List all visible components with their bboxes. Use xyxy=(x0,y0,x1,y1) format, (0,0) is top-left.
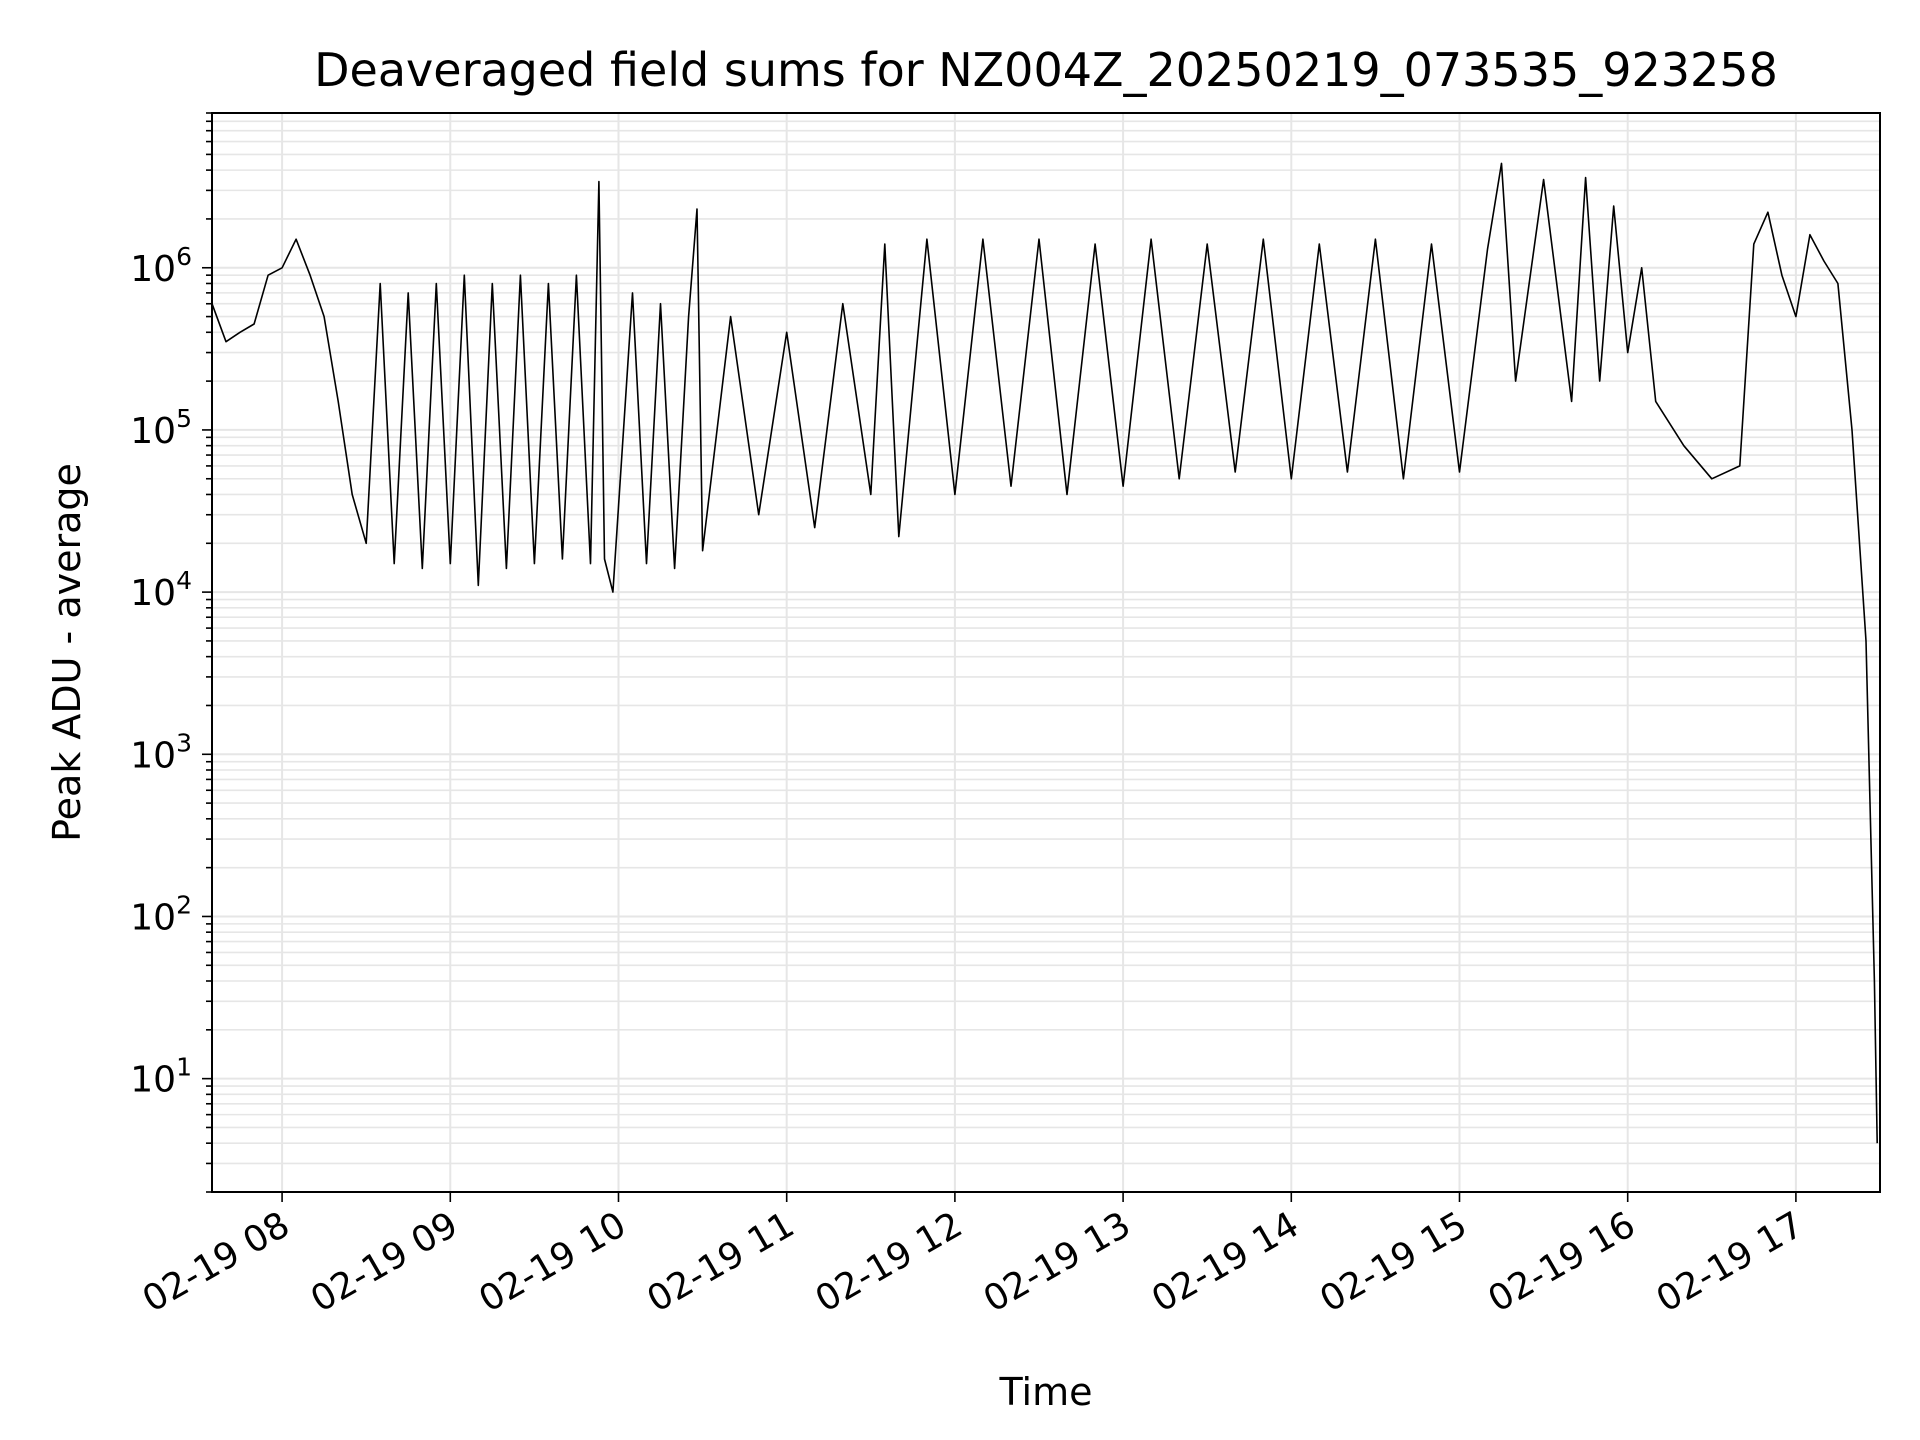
y-tick-label: 103 xyxy=(130,728,192,776)
x-tick-label: 02-19 15 xyxy=(1313,1204,1474,1320)
series-layer xyxy=(211,162,1878,1144)
x-tick-label: 02-19 14 xyxy=(1145,1204,1306,1320)
x-tick-label: 02-19 13 xyxy=(977,1204,1138,1320)
grid xyxy=(212,112,1880,1193)
y-tick-label: 104 xyxy=(130,566,192,614)
x-tick-label: 02-19 12 xyxy=(809,1204,970,1320)
x-tick-label: 02-19 17 xyxy=(1650,1204,1811,1320)
x-axis-label: Time xyxy=(999,1370,1093,1414)
series-line xyxy=(211,162,1878,1144)
x-tick-label: 02-19 16 xyxy=(1482,1204,1643,1320)
x-tick-label: 02-19 08 xyxy=(136,1204,297,1320)
y-axis: 101 102 103 104 105 106 xyxy=(130,112,212,1193)
y-tick-label: 101 xyxy=(130,1053,192,1101)
x-tick-label: 02-19 09 xyxy=(304,1204,465,1320)
plot-frame xyxy=(211,112,1881,1193)
x-axis: 02-19 08 02-19 09 02-19 10 02-19 11 02-19 12… xyxy=(136,1192,1810,1321)
x-tick-label: 02-19 10 xyxy=(472,1204,633,1320)
chart-title: Deaveraged field sums for NZ004Z_2025021… xyxy=(314,43,1778,97)
y-tick-label: 102 xyxy=(130,890,192,938)
y-tick-label: 105 xyxy=(130,404,192,452)
y-tick-label: 106 xyxy=(130,242,192,290)
y-axis-label: Peak ADU - average xyxy=(45,463,89,842)
x-tick-label: 02-19 11 xyxy=(641,1204,802,1320)
